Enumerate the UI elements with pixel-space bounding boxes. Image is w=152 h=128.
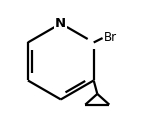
- Text: Br: Br: [104, 31, 117, 44]
- Text: N: N: [55, 17, 66, 30]
